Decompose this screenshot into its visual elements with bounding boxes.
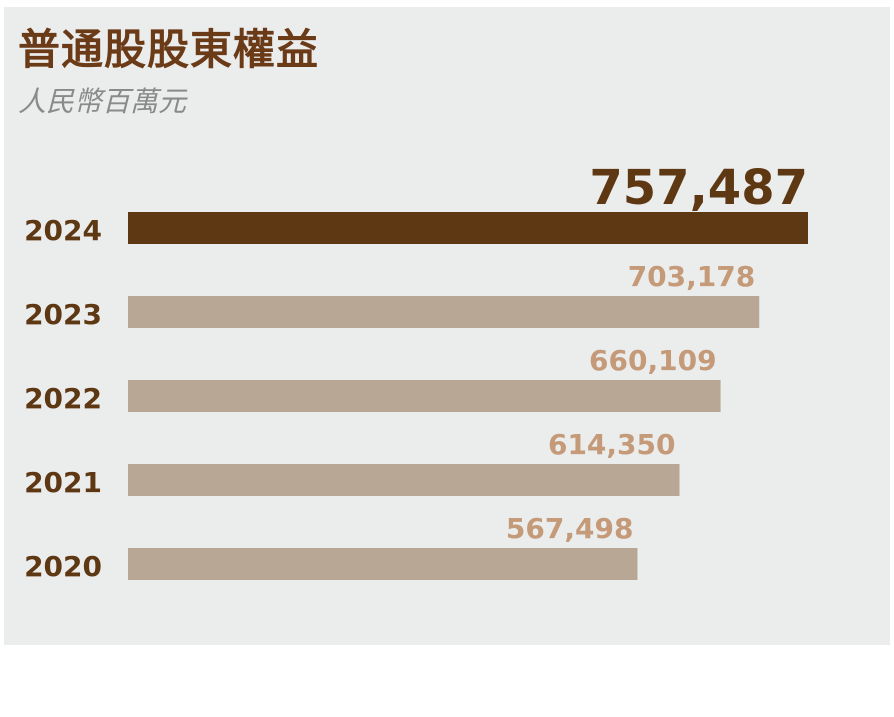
category-label-2021: 2021 <box>24 466 102 499</box>
bar-2021 <box>128 464 680 496</box>
category-label-2020: 2020 <box>24 550 102 583</box>
value-label-2021: 614,350 <box>548 428 676 461</box>
bar-2024 <box>128 212 808 244</box>
bar-2020 <box>128 548 638 580</box>
value-label-2023: 703,178 <box>628 260 756 293</box>
chart-subtitle: 人民幣百萬元 <box>18 85 187 118</box>
category-label-2024: 2024 <box>24 214 102 247</box>
chart-title: 普通股股東權益 <box>18 25 320 74</box>
bar-2022 <box>128 380 721 412</box>
category-label-2022: 2022 <box>24 382 102 415</box>
value-label-2020: 567,498 <box>506 512 634 545</box>
category-label-2023: 2023 <box>24 298 102 331</box>
bar-2023 <box>128 296 760 328</box>
value-label-2024: 757,487 <box>589 160 808 216</box>
value-label-2022: 660,109 <box>589 344 717 377</box>
